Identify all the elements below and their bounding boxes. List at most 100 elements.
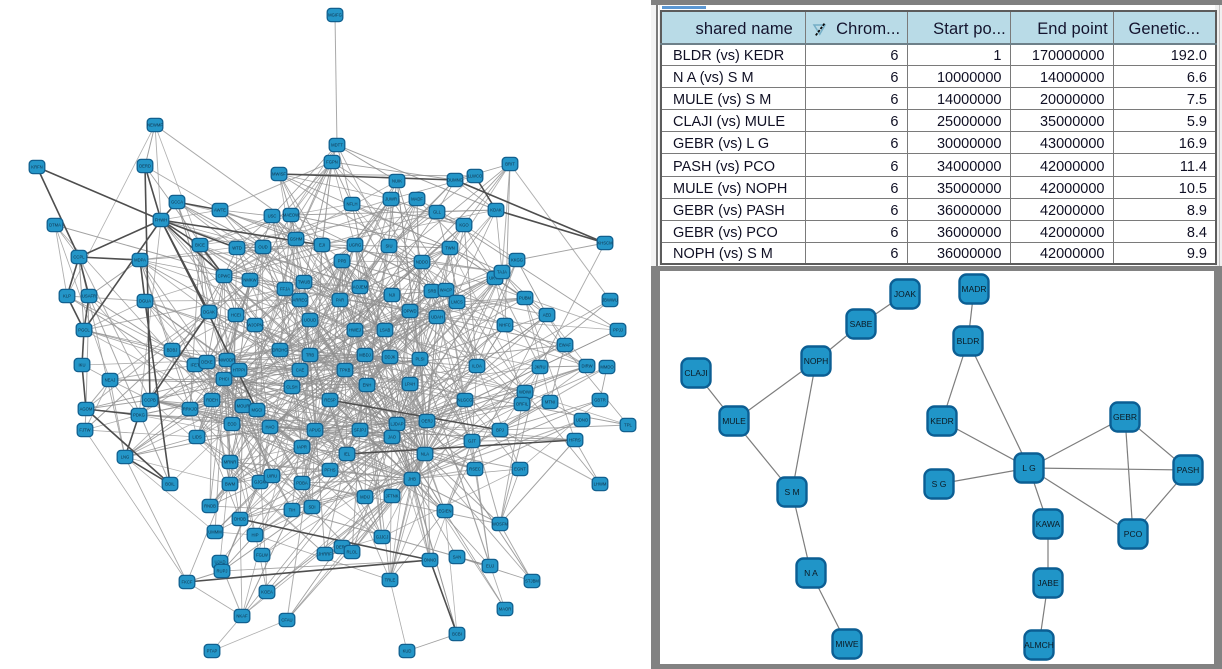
svg-text:PUBM: PUBM <box>519 295 532 300</box>
svg-text:HWEJ: HWEJ <box>349 327 361 332</box>
svg-text:MOUR: MOUR <box>237 403 250 408</box>
svg-text:MRNR: MRNR <box>224 459 237 464</box>
svg-text:UGRG: UGRG <box>349 242 362 247</box>
svg-text:S M: S M <box>784 487 799 497</box>
svg-text:KUD: KUD <box>403 648 412 653</box>
svg-text:UMMM: UMMM <box>208 529 222 534</box>
svg-text:GJJCJ: GJJCJ <box>376 534 389 539</box>
svg-text:IEL: IEL <box>344 451 351 456</box>
svg-text:DERO: DERO <box>336 544 349 549</box>
svg-text:PGCL: PGCL <box>78 327 90 332</box>
svg-text:JAO: JAO <box>388 434 397 439</box>
svg-text:GJT: GJT <box>468 438 476 443</box>
svg-text:PLSI: PLSI <box>415 356 424 361</box>
svg-text:CFAU: CFAU <box>281 617 292 622</box>
svg-text:CPWC: CPWC <box>218 273 231 278</box>
svg-text:EGNT: EGNT <box>514 466 526 471</box>
svg-text:MMDO: MMDO <box>600 364 614 369</box>
svg-text:MBDJ: MBDJ <box>359 352 370 357</box>
svg-text:ENH: ENH <box>363 382 372 387</box>
svg-text:DERD: DERD <box>139 163 151 168</box>
svg-text:RDEH: RDEH <box>206 397 218 402</box>
svg-text:GCCA: GCCA <box>171 199 183 204</box>
svg-text:FGLW: FGLW <box>256 552 268 557</box>
svg-text:LMCS: LMCS <box>451 299 463 304</box>
svg-text:KAWA: KAWA <box>1036 519 1061 529</box>
svg-text:CCPB: CCPB <box>144 397 156 402</box>
svg-text:TPL: TPL <box>624 422 632 427</box>
svg-text:FHWH: FHWH <box>155 217 168 222</box>
svg-text:FGPN: FGPN <box>326 159 338 164</box>
svg-text:ORFIL: ORFIL <box>516 401 529 406</box>
svg-text:KOEA: KOEA <box>261 589 273 594</box>
svg-text:NEWMF: NEWMF <box>147 122 163 127</box>
svg-text:GLL: GLL <box>433 209 442 214</box>
svg-text:MGIFG: MGIFG <box>328 12 342 17</box>
svg-text:GEBR: GEBR <box>1113 412 1137 422</box>
svg-text:PASH: PASH <box>1177 465 1200 475</box>
svg-text:HAO: HAO <box>265 424 275 429</box>
svg-text:PDBA: PDBA <box>296 480 308 485</box>
svg-text:JUWR: JUWR <box>385 196 397 201</box>
svg-text:OUD: OUD <box>258 244 267 249</box>
svg-text:JHB: JHB <box>408 476 416 481</box>
svg-text:IFET: IFET <box>190 362 200 367</box>
svg-text:LLWCO: LLWCO <box>468 173 483 178</box>
svg-text:FKCF: FKCF <box>182 579 193 584</box>
svg-text:TIH: TIH <box>289 507 296 512</box>
svg-text:JFTNK: JFTNK <box>385 493 398 498</box>
svg-text:NOPH: NOPH <box>804 356 829 366</box>
svg-text:ARREG: ARREG <box>293 297 308 302</box>
svg-text:CLSH: CLSH <box>286 384 297 389</box>
svg-text:DGUA: DGUA <box>139 298 151 303</box>
svg-text:KHSCM: KHSCM <box>597 240 613 245</box>
svg-text:MDPA: MDPA <box>134 257 146 262</box>
svg-text:TPKB: TPKB <box>340 367 351 372</box>
svg-text:MADR: MADR <box>961 284 986 294</box>
svg-text:EOD: EOD <box>227 421 236 426</box>
svg-text:EGIEN: EGIEN <box>438 508 451 513</box>
svg-text:PPB: PPB <box>338 258 347 263</box>
svg-text:NWODR: NWODR <box>219 357 235 362</box>
svg-text:JABE: JABE <box>1037 578 1059 588</box>
svg-text:HTPPI: HTPPI <box>233 367 245 372</box>
svg-text:EUJ: EUJ <box>486 563 494 568</box>
svg-text:AOJEM: AOJEM <box>353 284 368 289</box>
svg-text:TWUB: TWUB <box>298 279 311 284</box>
svg-text:DRDHG: DRDHG <box>272 347 287 352</box>
svg-text:MDTT: MDTT <box>331 142 343 147</box>
svg-text:NMKW: NMKW <box>243 277 256 282</box>
svg-text:OPWD: OPWD <box>403 308 416 313</box>
svg-text:NLA: NLA <box>421 451 429 456</box>
svg-text:BLDR: BLDR <box>957 336 980 346</box>
svg-text:FFJA: FFJA <box>280 286 290 291</box>
svg-text:UIRU: UIRU <box>267 473 277 478</box>
svg-text:KDAK: KDAK <box>490 207 502 212</box>
svg-text:WTD: WTD <box>232 245 242 250</box>
svg-text:SDI: SDI <box>309 504 316 509</box>
svg-text:HIP: HIP <box>252 532 259 537</box>
svg-text:PHCI: PHCI <box>219 376 229 381</box>
svg-text:BICE: BICE <box>195 242 205 247</box>
svg-text:EWAF: EWAF <box>559 342 571 347</box>
svg-text:ONNO: ONNO <box>424 557 437 562</box>
svg-text:BDBJ: BDBJ <box>167 347 178 352</box>
svg-text:RSEC: RSEC <box>469 466 481 471</box>
svg-text:SFJPJ: SFJPJ <box>354 427 366 432</box>
svg-text:MIWE: MIWE <box>835 639 858 649</box>
svg-text:RUPJ: RUPJ <box>217 568 228 573</box>
svg-text:AED: AED <box>543 312 552 317</box>
svg-text:HFRS: HFRS <box>569 437 581 442</box>
svg-text:FJTW: FJTW <box>79 427 90 432</box>
svg-text:TWN: TWN <box>445 245 455 250</box>
svg-text:LSAB: LSAB <box>380 327 391 332</box>
svg-text:RLOL: RLOL <box>347 549 359 554</box>
svg-text:DHDB: DHDB <box>234 516 246 521</box>
svg-text:NDDO: NDDO <box>416 259 429 264</box>
svg-text:GBTR: GBTR <box>594 397 606 402</box>
svg-text:JOAK: JOAK <box>894 289 917 299</box>
svg-text:TRLE: TRLE <box>385 577 396 582</box>
svg-text:WACP: WACP <box>440 287 453 292</box>
svg-text:KLP: KLP <box>63 293 71 298</box>
svg-text:GSHM: GSHM <box>290 236 303 241</box>
